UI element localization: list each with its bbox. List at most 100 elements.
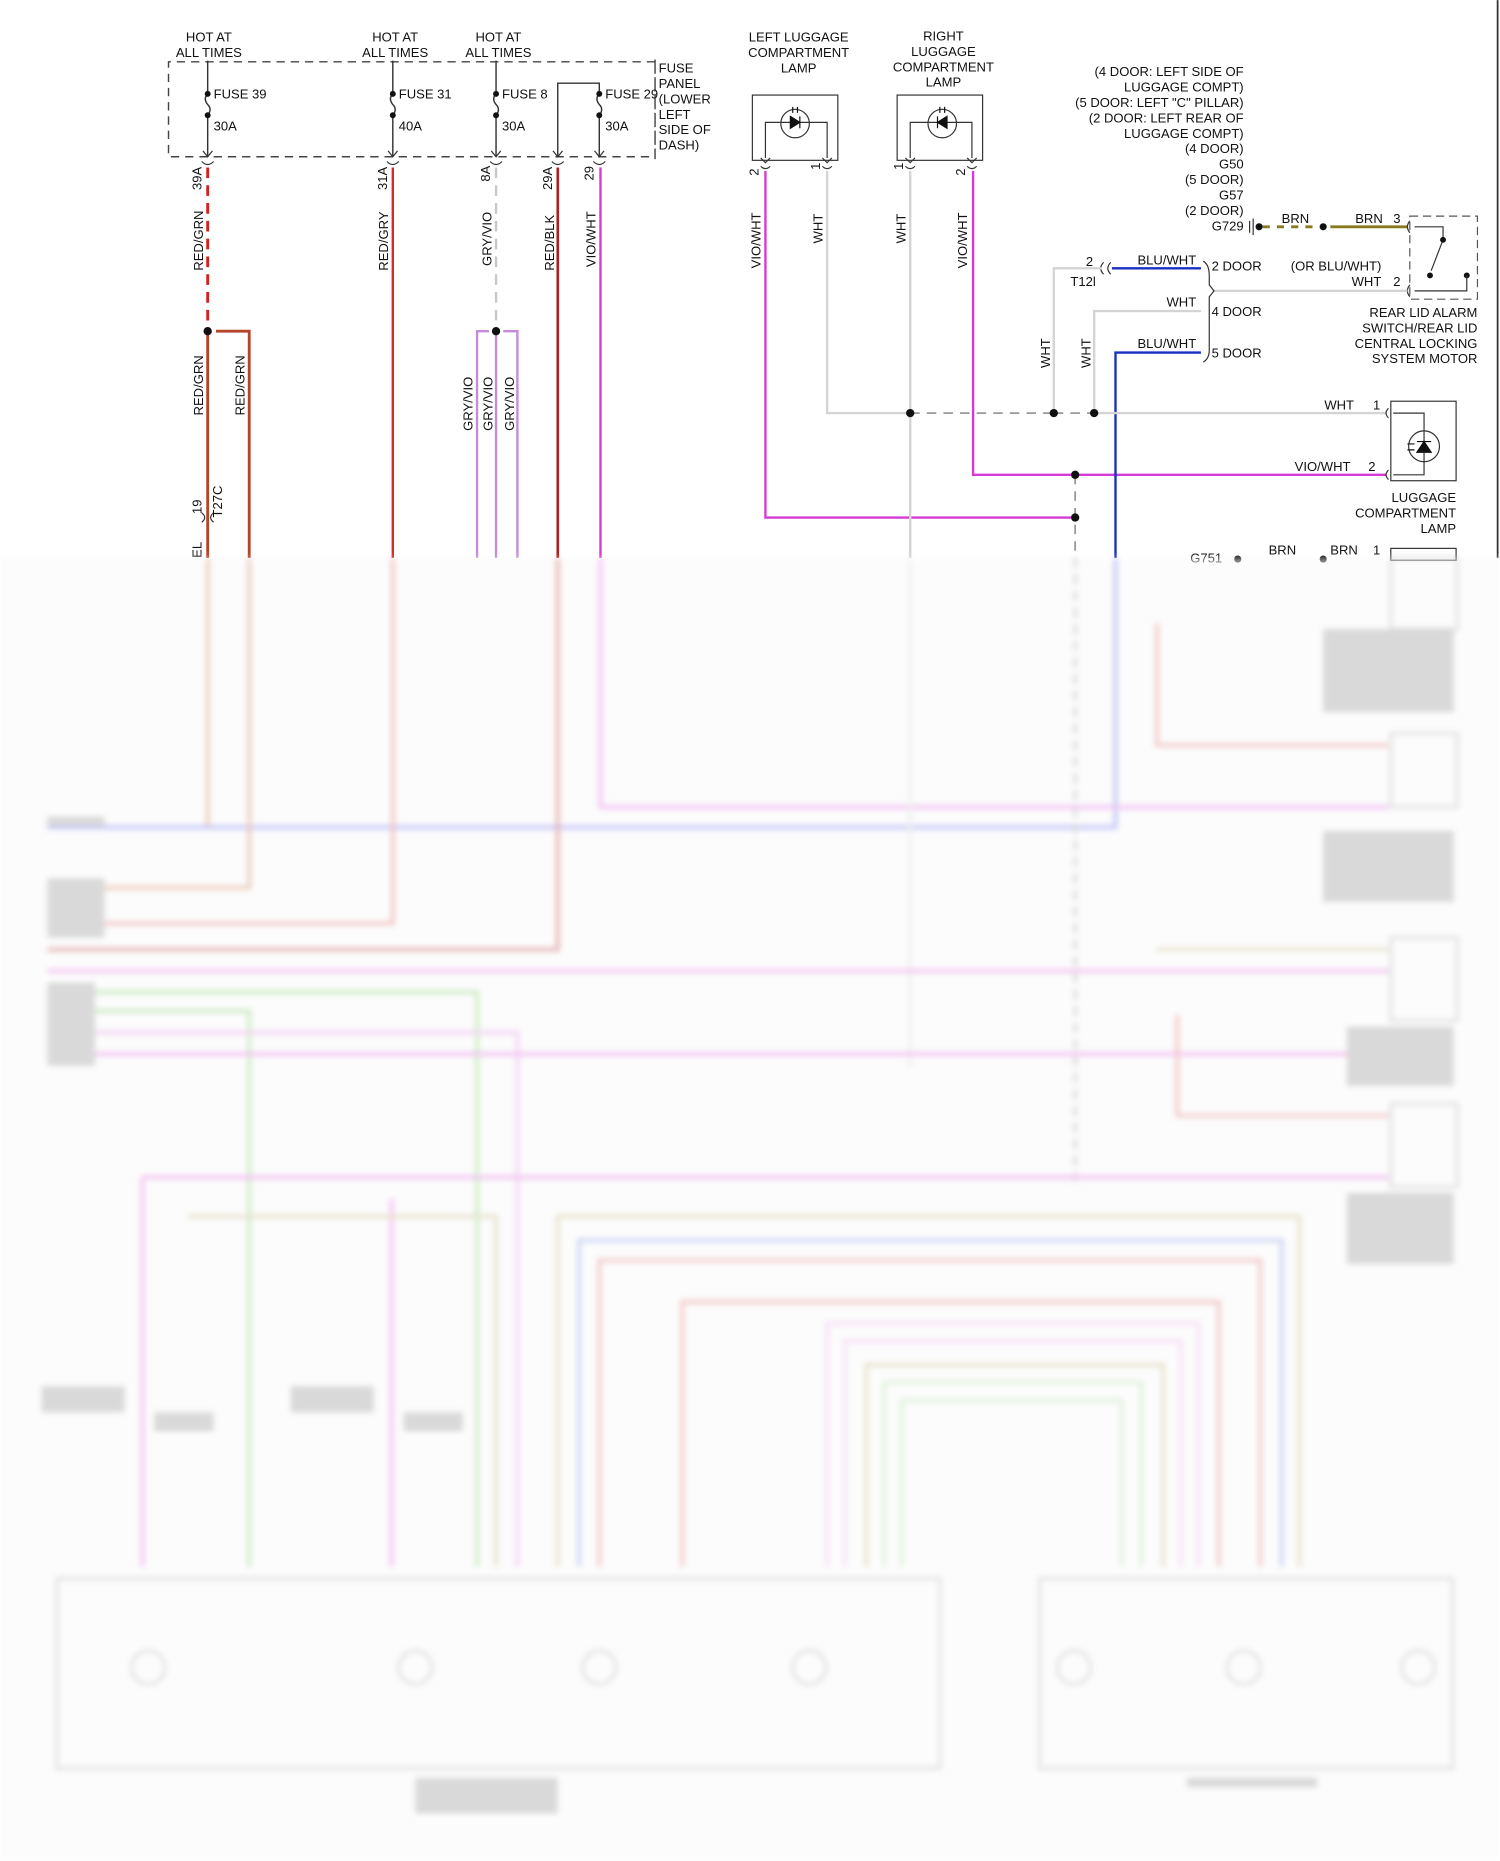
hot-at-label: ALL TIMES [362, 45, 428, 60]
fuse-name: FUSE 29 [605, 87, 658, 102]
pin-label: 2 [1393, 274, 1400, 289]
connector-label: 31A [375, 166, 390, 190]
led-lamp-icon [909, 106, 973, 158]
fuse-panel-label: DASH) [659, 138, 700, 153]
hot-at-label: ALL TIMES [176, 45, 242, 60]
fuse-panel-label: LEFT [659, 107, 691, 122]
component-title: COMPARTMENT [893, 59, 994, 74]
pin-label: 2 [953, 168, 968, 175]
variant-label: 4 DOOR [1212, 304, 1262, 319]
wire-label: BLU/WHT [1137, 253, 1196, 268]
fuse-panel-label: (LOWER [659, 91, 711, 106]
splice-icon [1089, 408, 1099, 418]
wire-label: RED/GRN [191, 355, 206, 415]
connector-label: 8A [478, 165, 493, 181]
t27c-connector-icon [201, 512, 214, 523]
splice-icon [491, 327, 501, 336]
luggage-compartment-lamp: WHT 1 VIO/WHT 2 LUGGAGE COMPARTMENT LAMP [906, 398, 1457, 558]
switch-housing [1409, 215, 1479, 300]
splice-icon [906, 408, 915, 418]
fuse-panel-label: PANEL [659, 76, 701, 91]
wire-label: RED/GRN [232, 355, 247, 415]
blur-overlay [0, 557, 1500, 1861]
splice-icon [203, 327, 212, 336]
wire-label: BRN [1355, 211, 1383, 226]
wire-label: (OR BLU/WHT) [1291, 259, 1382, 274]
component-title: COMPARTMENT [1355, 506, 1456, 521]
wire-label: RED/GRN [191, 211, 206, 271]
pin-connector-icon [905, 157, 978, 170]
wire-label: RED/BLK [542, 215, 557, 271]
fuse-name: FUSE 39 [214, 87, 267, 102]
component-title: LAMP [926, 75, 962, 90]
left-luggage-lamp: LEFT LUGGAGE COMPARTMENT LAMP 2 1 VIO/WH… [746, 30, 1076, 519]
wire-label: WHT [1079, 338, 1094, 368]
ground-location: (4 DOOR: LEFT SIDE OF LUGGAGE COMPT) (5 … [1075, 64, 1408, 236]
fuse-39: FUSE 39 30A [202, 60, 267, 158]
component-title: LAMP [1421, 521, 1457, 536]
fuse-panel-label: FUSE [659, 61, 694, 76]
component-title: REAR LID ALARM [1369, 305, 1477, 320]
ground-label: (2 DOOR: LEFT REAR OF [1089, 110, 1244, 125]
wire-label: BRN [1269, 542, 1297, 557]
hot-at-label: HOT AT [475, 30, 521, 45]
blurred-components [55, 556, 1459, 1770]
blurred-wires [47, 557, 1389, 1567]
ground-label: G729 [1212, 218, 1244, 233]
component-title: COMPARTMENT [748, 45, 849, 60]
wire-gry-vio [475, 330, 489, 558]
wire-label: VIO/WHT [749, 212, 764, 268]
connector-label: 29 [581, 166, 596, 181]
wire-wht [1052, 267, 1102, 414]
pin-label: 3 [1393, 211, 1400, 226]
ground-label: G50 [1219, 157, 1244, 172]
fuse-connector-icon [201, 161, 606, 166]
component-title: SYSTEM MOTOR [1372, 351, 1478, 366]
wire-label-cut: EL [190, 542, 205, 558]
wire-vio-wht [971, 171, 1387, 476]
fuse-8: FUSE 8 30A [490, 60, 548, 158]
splice-icon [1319, 223, 1327, 231]
fuse-panel: FUSE PANEL (LOWER LEFT SIDE OF DASH) HOT… [167, 30, 711, 190]
wire-label: VIO/WHT [584, 211, 599, 267]
component-title: LEFT LUGGAGE [749, 30, 849, 45]
component-title: CENTRAL LOCKING [1355, 336, 1478, 351]
hot-at-label: HOT AT [186, 30, 232, 45]
lamp-housing [896, 94, 984, 161]
wire-label: BRN [1282, 211, 1310, 226]
fuse-rating: 40A [399, 119, 423, 134]
ground-icon [1249, 218, 1254, 236]
component-title: LUGGAGE [911, 44, 976, 59]
wire-label: WHT [1166, 294, 1196, 309]
lamp-housing [1390, 400, 1457, 482]
wire-wht [825, 171, 911, 415]
wire-label: BLU/WHT [1137, 336, 1196, 351]
ground-label: (5 DOOR: LEFT "C" PILLAR) [1075, 95, 1244, 110]
pin-connector-icon [760, 157, 833, 170]
component-title: RIGHT [923, 28, 964, 43]
rear-lid-alarm-switch: (OR BLU/WHT) WHT 2 REAR LID ALARM SWITCH… [1212, 215, 1479, 366]
right-luggage-lamp: RIGHT LUGGAGE COMPARTMENT LAMP 1 2 WHT V… [891, 28, 1387, 558]
led-lamp-icon [764, 106, 828, 158]
wire-wht [1092, 309, 1201, 414]
ground-label: (4 DOOR: LEFT SIDE OF [1095, 64, 1244, 79]
blurred-text-blocks [41, 629, 1454, 1814]
wire-label: WHT [893, 214, 908, 244]
wire-label: WHT [1352, 274, 1382, 289]
connector-label: T27C [210, 486, 225, 518]
fuse-panel-label: SIDE OF [659, 122, 711, 137]
component-title: LUGGAGE [1392, 490, 1457, 505]
wire-label: GRY/VIO [480, 377, 495, 431]
component-title: SWITCH/REAR LID [1362, 320, 1477, 335]
connector-label: T12l [1070, 274, 1095, 289]
connector-pin: 19 [190, 499, 205, 514]
fuse-wires: RED/GRN RED/GRY GRY/VIO RED/BLK VIO/WHT … [190, 167, 602, 558]
ground-label: (4 DOOR) [1185, 141, 1244, 156]
ground-label: (5 DOOR) [1185, 172, 1244, 187]
ground-label: LUGGAGE COMPT) [1124, 126, 1244, 141]
wire-label: GRY/VIO [479, 212, 494, 266]
fuse-name: FUSE 8 [502, 87, 548, 102]
fuse-29: FUSE 29 30A [552, 82, 658, 158]
fuse-rating: 30A [605, 119, 629, 134]
